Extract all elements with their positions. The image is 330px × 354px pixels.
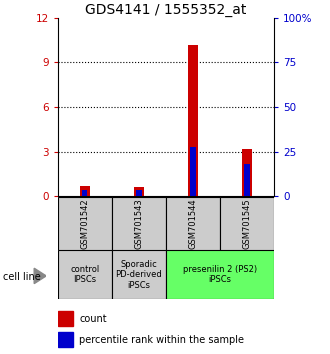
Bar	[244, 164, 249, 196]
Bar	[80, 186, 90, 196]
Text: control
IPSCs: control IPSCs	[70, 265, 99, 284]
Bar	[58, 332, 73, 347]
Bar	[136, 190, 142, 196]
Bar	[220, 197, 274, 250]
Title: GDS4141 / 1555352_at: GDS4141 / 1555352_at	[85, 3, 247, 17]
Text: GSM701542: GSM701542	[80, 198, 89, 249]
Bar	[190, 147, 196, 196]
Bar	[242, 149, 252, 196]
Bar	[166, 250, 274, 299]
Text: percentile rank within the sample: percentile rank within the sample	[79, 335, 244, 345]
Bar	[82, 190, 87, 196]
Bar	[166, 197, 219, 250]
Text: GSM701545: GSM701545	[242, 198, 251, 249]
Polygon shape	[34, 268, 46, 284]
Text: Sporadic
PD-derived
iPSCs: Sporadic PD-derived iPSCs	[115, 260, 162, 290]
Bar	[134, 187, 144, 196]
Text: GSM701543: GSM701543	[134, 198, 143, 249]
Text: GSM701544: GSM701544	[188, 198, 197, 249]
Text: cell line: cell line	[3, 272, 41, 282]
Text: count: count	[79, 314, 107, 324]
Bar	[188, 45, 198, 196]
Bar	[58, 197, 112, 250]
Text: presenilin 2 (PS2)
iPSCs: presenilin 2 (PS2) iPSCs	[183, 265, 257, 284]
Bar	[112, 197, 166, 250]
Bar	[58, 311, 73, 326]
Bar	[112, 250, 166, 299]
Bar	[58, 250, 112, 299]
